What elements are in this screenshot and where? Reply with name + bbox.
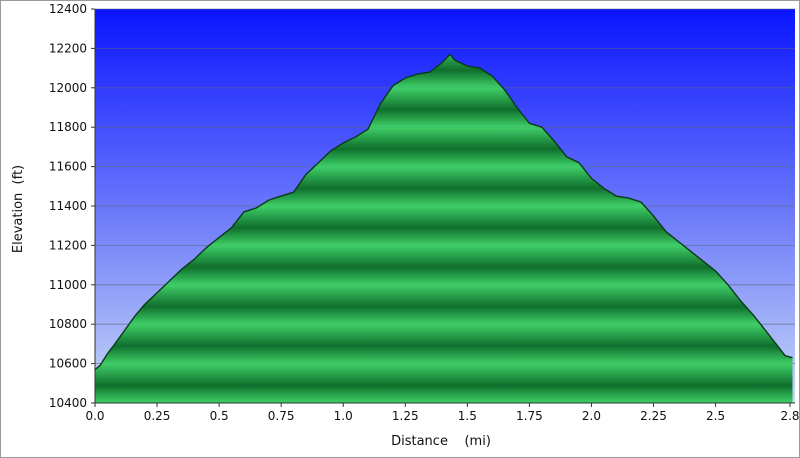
x-tick-label: 2.0 (582, 409, 601, 423)
x-tick-label: 0.0 (85, 409, 104, 423)
area-band (95, 284, 793, 325)
y-tick-label: 11200 (49, 238, 87, 252)
x-tick-label: 0.5 (210, 409, 229, 423)
y-tick-label: 10600 (49, 357, 87, 371)
y-tick-label: 11000 (49, 278, 87, 292)
y-axis-ticks: 10400 10600 10800 11000 11200 11400 11600 11800… (49, 2, 95, 410)
area-band (95, 245, 793, 285)
x-tick-label: 1.75 (516, 409, 543, 423)
y-tick-label: 10800 (49, 317, 87, 331)
x-tick-label: 1.25 (392, 409, 419, 423)
y-tick-label: 11400 (49, 199, 87, 213)
y-tick-label: 10400 (49, 396, 87, 410)
x-axis-ticks: 0.0 0.25 0.5 0.75 1.0 1.25 1.5 1.75 2.0 2.25 2.5 2.… (85, 403, 799, 423)
y-tick-label: 11600 (49, 160, 87, 174)
elevation-profile-line (94, 53, 793, 371)
x-tick-label: 2.25 (640, 409, 667, 423)
x-axis-title: Distance (mi) (391, 434, 491, 449)
x-tick-label: 0.25 (144, 409, 171, 423)
x-tick-label: 2.8 (780, 409, 799, 423)
area-band (95, 324, 793, 364)
y-tick-label: 11800 (49, 120, 87, 134)
area-band (95, 363, 793, 403)
x-tick-label: 2.5 (706, 409, 725, 423)
x-tick-label: 1.5 (458, 409, 477, 423)
y-tick-label: 12000 (49, 81, 87, 95)
x-tick-label: 1.0 (334, 409, 353, 423)
y-tick-label: 12200 (49, 41, 87, 55)
y-axis-title: Elevation (ft) (11, 165, 26, 253)
x-tick-label: 0.75 (268, 409, 295, 423)
y-tick-label: 12400 (49, 2, 87, 16)
